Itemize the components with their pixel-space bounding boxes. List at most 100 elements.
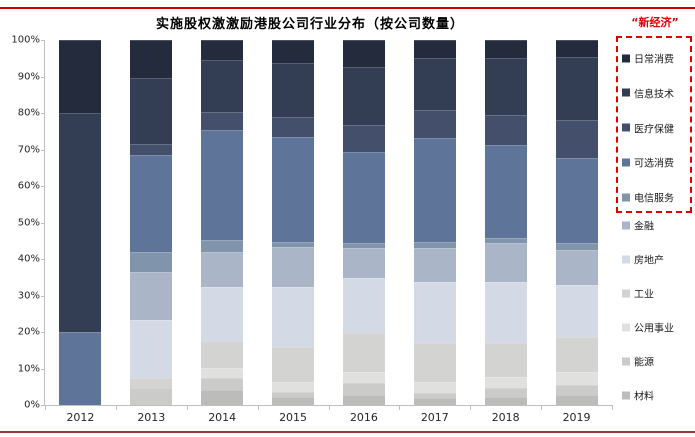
x-axis-label: 2016 (349, 411, 378, 424)
legend-swatch-icon (622, 123, 630, 132)
bar-segment-可选消费 (130, 155, 173, 253)
legend-label: 信息技术 (634, 89, 674, 101)
chart-legend: “新经济” 日常消费 信息技术 医疗保健 可选消费 电信服务 金融 房地产 工业 公用事业 能源材… (615, 0, 695, 437)
bar-segment-材料 (342, 394, 385, 405)
bar-segment-工业 (342, 333, 385, 372)
bar-segment-金融 (342, 248, 385, 278)
legend-item-信息技术: 信息技术 (622, 85, 674, 100)
y-axis-tick-mark (41, 113, 45, 114)
legend-label: 材料 (634, 391, 654, 403)
bar-segment-公用事业 (272, 381, 315, 392)
legend-label: 金融 (634, 221, 654, 233)
x-axis-label: 2015 (279, 411, 308, 424)
new-economy-dashed-box (616, 36, 692, 213)
x-axis-line (45, 405, 613, 406)
bar-segment-房地产 (342, 277, 385, 334)
bar-segment-能源 (201, 377, 244, 390)
bar-segment-房地产 (130, 319, 173, 378)
bar-segment-电信服务 (272, 241, 315, 247)
x-axis-tick-mark (115, 406, 117, 410)
bar-segment-能源 (555, 384, 598, 396)
legend-item-金融: 金融 (622, 218, 654, 233)
bar-segment-金融 (130, 272, 173, 320)
chart-title: 实施股权激激励港股公司行业分布（按公司数量） (155, 17, 464, 32)
bar-segment-电信服务 (130, 252, 173, 273)
bar-segment-医疗保健 (484, 114, 527, 146)
x-axis-label: 2017 (420, 411, 449, 424)
y-axis-tick-label: 40% (17, 253, 40, 265)
bar-segment-能源 (413, 392, 456, 398)
x-axis-tick-mark (470, 406, 472, 410)
bar-segment-工业 (484, 342, 527, 377)
y-axis-tick-label: 30% (17, 290, 40, 301)
y-axis-tick-mark (41, 222, 45, 224)
bar-segment-电信服务 (413, 241, 456, 249)
legend-swatch-icon (622, 193, 630, 201)
bar-segment-日常消费 (484, 40, 527, 58)
legend-item-材料: 材料 (622, 388, 654, 403)
bar-segment-房地产 (484, 281, 527, 343)
y-axis-tick-label: 80% (17, 107, 40, 119)
legend-item-医疗保健: 医疗保健 (622, 120, 674, 135)
x-axis-tick-mark (186, 406, 188, 410)
x-axis-tick-mark (399, 406, 401, 410)
legend-item-可选消费: 可选消费 (622, 155, 674, 170)
y-axis-tick-label: 10% (17, 363, 40, 374)
bar-segment-公用事业 (342, 371, 385, 384)
bar-segment-日常消费 (272, 40, 315, 63)
bar-segment-材料 (555, 395, 598, 405)
bar-segment-工业 (130, 377, 173, 388)
x-axis-label: 2014 (208, 411, 237, 424)
bar-segment-信息技术 (130, 77, 173, 145)
legend-swatch-icon (622, 357, 630, 365)
stacked-bar-2015 (272, 40, 315, 405)
y-axis-tick-mark (41, 76, 45, 78)
bar-segment-工业 (272, 346, 315, 382)
x-axis-tick-mark (257, 406, 259, 410)
legend-swatch-icon (622, 289, 630, 297)
bar-segment-可选消费 (555, 157, 598, 243)
top-red-rule (0, 7, 695, 9)
plot-area (45, 40, 612, 405)
legend-item-工业: 工业 (622, 286, 654, 301)
bar-segment-医疗保健 (130, 144, 173, 156)
bar-segment-材料 (272, 396, 315, 405)
bar-segment-日常消费 (201, 40, 244, 61)
legend-swatch-icon (622, 158, 630, 167)
y-axis-tick-mark (41, 368, 45, 370)
legend-item-电信服务: 电信服务 (622, 190, 674, 205)
y-axis-tick-label: 70% (17, 144, 40, 155)
bar-segment-日常消费 (555, 40, 598, 58)
bar-segment-信息技术 (272, 62, 315, 117)
stacked-bar-2014 (201, 40, 244, 405)
y-axis-tick-label: 100% (11, 34, 40, 46)
legend-label: 电信服务 (634, 193, 674, 205)
legend-label: 工业 (634, 289, 654, 301)
bar-segment-工业 (413, 342, 456, 382)
y-axis-tick-label: 0% (24, 399, 40, 411)
y-axis-tick-label: 50% (17, 217, 40, 228)
legend-item-日常消费: 日常消费 (622, 51, 674, 66)
bar-segment-日常消费 (413, 40, 456, 58)
bar-segment-可选消费 (342, 152, 385, 243)
legend-label: 日常消费 (634, 54, 674, 66)
bar-segment-能源 (342, 383, 385, 395)
legend-swatch-icon (622, 323, 630, 331)
bar-segment-可选消费 (59, 332, 102, 405)
y-axis-tick-mark (41, 40, 45, 41)
bar-segment-能源 (130, 387, 173, 405)
legend-label: 能源 (634, 357, 654, 369)
x-axis-tick-mark (541, 406, 543, 410)
stacked-bar-2017 (413, 40, 456, 405)
bar-segment-工业 (201, 341, 244, 369)
bar-segment-信息技术 (555, 57, 598, 120)
bar-segment-材料 (201, 389, 244, 405)
bar-segment-医疗保健 (413, 110, 456, 138)
bar-segment-公用事业 (484, 376, 527, 388)
x-axis-tick-mark (45, 406, 46, 410)
bar-segment-公用事业 (555, 372, 598, 385)
legend-item-房地产: 房地产 (622, 252, 664, 267)
y-axis-tick-label: 20% (17, 326, 40, 338)
stacked-bar-2012 (59, 40, 102, 405)
